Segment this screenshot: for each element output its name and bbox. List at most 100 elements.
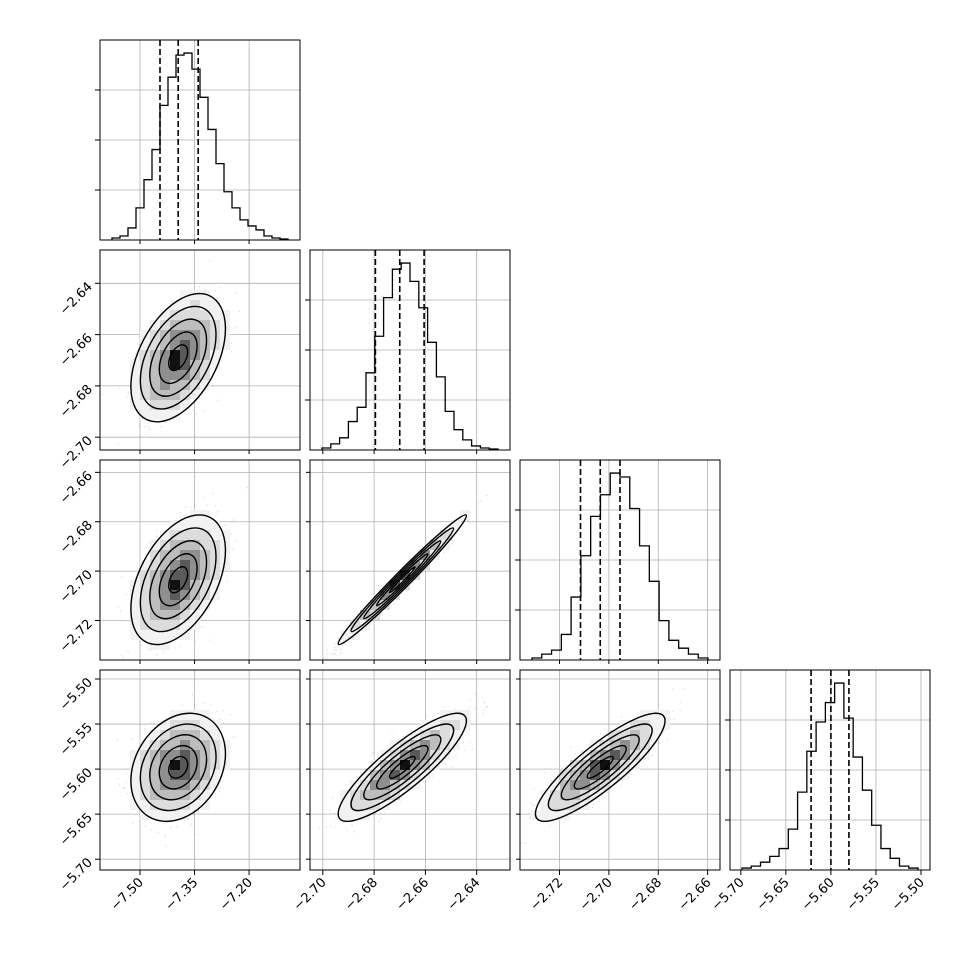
param-3-histogram [741, 682, 919, 870]
panel-1-3-density-cell [380, 750, 390, 760]
panel-0-1-density-cell [160, 400, 170, 410]
panel-1-3-density-cell [380, 800, 390, 810]
panel-1-3-density-cell [390, 770, 400, 780]
panel-1-3-xtick-label: −2.70 [291, 875, 330, 914]
panel-1-3-density-cell [350, 790, 360, 800]
panel-0-1-density-cell [140, 330, 150, 340]
panel-0-2-density-cell [170, 620, 180, 630]
panel-0-1-density-cell [190, 390, 200, 400]
panel-0-2-ytick-label: −2.66 [57, 469, 96, 508]
panel-0-3-density-cell [180, 740, 190, 750]
panel-0-2-density-cell [160, 570, 170, 580]
panel-0-1-density-cell [170, 300, 180, 310]
panel-1-3-density-cell [340, 790, 350, 800]
panel-0-3-density-cell [190, 710, 200, 720]
panel-0-2-density-cell [180, 580, 190, 590]
panel-0-2-density-cell [140, 600, 150, 610]
panel-0-1-density-cell [150, 360, 160, 370]
panel-0-1 [101, 260, 240, 445]
panel-0-3-density-cell [180, 720, 190, 730]
panel-1-3-density-cell [390, 760, 400, 770]
panel-1-2-density-cell [380, 590, 390, 600]
param-3-xtick-label: −5.50 [889, 875, 928, 914]
panel-0-1-density-cell [180, 360, 190, 370]
panel-0-1-density-cell [170, 360, 180, 370]
panel-0-3-density-cell [200, 740, 210, 750]
panel-0-1-density-cell [180, 380, 190, 390]
panel-0-3-density-cell [160, 720, 170, 730]
panel-0-1-density-cell [170, 350, 180, 360]
panel-0-3-density-cell [170, 790, 180, 800]
panel-0-3-contour [158, 744, 198, 790]
panel-0-1-density-cell [150, 320, 160, 330]
panel-0-2-density-cell [180, 520, 190, 530]
panel-0-2-density-cell [180, 540, 190, 550]
panel-1-3-xtick-label: −2.66 [393, 875, 432, 914]
panel-0-3-density-cell [170, 740, 180, 750]
panel-1-3-contour [388, 755, 416, 779]
panel-0-2-density-cell [170, 550, 180, 560]
panel-0-1-density-cell [170, 380, 180, 390]
panel-2-3-density-cell [650, 730, 660, 740]
frame-layer [95, 39, 931, 875]
panel-0-1-density-cell [210, 330, 220, 340]
panel-0-2-density-cell [150, 600, 160, 610]
panel-1-3-density-cell [340, 800, 350, 810]
panel-0-2-density-cell [170, 570, 180, 580]
panel-1-3-density-cell [410, 760, 420, 770]
panel-0-2-density-cell [170, 540, 180, 550]
param-3-xtick-label: −5.70 [709, 875, 748, 914]
panel-2-3-contour [560, 734, 640, 801]
panel-1-2-density-cell [430, 540, 440, 550]
panel-0-3-density-cell [210, 730, 220, 740]
panel-1-3-density-cell [430, 750, 440, 760]
panel-0-3-density-cell [190, 730, 200, 740]
panel-0-1-density-cell [150, 390, 160, 400]
panel-1-2-contour [363, 540, 442, 620]
panel-0-1-content [101, 260, 240, 445]
panel-1-3-contour [337, 712, 468, 823]
param-3-xtick-label: −5.60 [799, 875, 838, 914]
panel-1-3-density-cell [430, 720, 440, 730]
panel-0-2-density-cell [200, 540, 210, 550]
panel-0-1-density-cell [160, 390, 170, 400]
panel-2-3-density-cell [580, 790, 590, 800]
panel-0-3-density-cell [170, 760, 180, 770]
panel-0-3-density-cell [130, 800, 140, 810]
panel-1-3-contour [363, 734, 442, 801]
panel-0-2-density-cell [140, 630, 150, 640]
panel-0-2-density-cell [170, 580, 180, 590]
panel-0-2-frame [99, 459, 301, 661]
panel-1-3-xtick-label: −2.68 [342, 875, 381, 914]
panel-0-3-xtick-label: −7.35 [163, 875, 202, 914]
panel-0-3-density-cell [200, 770, 210, 780]
panel-0-2-density-cell [180, 600, 190, 610]
param-3-xtick-label: −5.65 [754, 875, 793, 914]
panel-1-2-density-cell [340, 630, 350, 640]
panel-0-3-density-cell [140, 770, 150, 780]
panel-0-3-contour [168, 755, 189, 779]
panel-0-1-density-cell [180, 320, 190, 330]
panel-0-3-frame [99, 669, 301, 871]
panel-1-3-density-cell [460, 720, 470, 730]
panel-1-3-frame [309, 669, 511, 871]
panel-1-3-xtick-label: −2.64 [445, 875, 484, 914]
panel-2-3-density-cell [550, 790, 560, 800]
panel-0-3-xtick-label: −7.50 [108, 875, 147, 914]
panel-0-3-density-cell [170, 720, 180, 730]
panel-0-1-density-cell [190, 340, 200, 350]
panel-1-3-contour [375, 744, 429, 790]
panel-1-3-density-cell [370, 780, 380, 790]
panel-0-3-density-cell [200, 790, 210, 800]
panel-0-1-density-cell [130, 370, 140, 380]
panel-0-1-density-cell [140, 410, 150, 420]
panel-0-2-contour [158, 553, 198, 607]
panel-1-3-density-cell [450, 730, 460, 740]
panel-0-3-density-cell [140, 760, 150, 770]
panel-2-3-density-cell [580, 770, 590, 780]
panel-0-1-density-cell [170, 410, 180, 420]
panel-0-1-density-cell [200, 290, 210, 300]
panel-0-3-density-cell [160, 730, 170, 740]
panel-0-1-density-cell [200, 360, 210, 370]
panel-0-2-density-cell [150, 620, 160, 630]
